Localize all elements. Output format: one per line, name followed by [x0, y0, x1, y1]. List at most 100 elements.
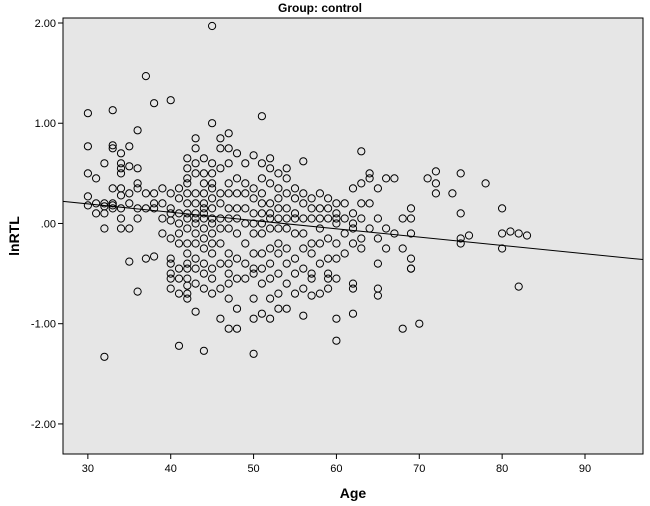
data-point: [274, 184, 283, 193]
data-point: [208, 119, 217, 128]
data-point: [100, 159, 109, 168]
data-point: [232, 324, 242, 333]
data-point: [290, 209, 300, 218]
data-point: [216, 214, 225, 223]
y-tick-label: .00: [41, 218, 56, 230]
data-point: [241, 189, 250, 198]
data-point: [116, 159, 126, 168]
data-point: [406, 264, 416, 273]
data-point: [257, 209, 266, 218]
data-point: [307, 204, 316, 213]
data-point: [241, 259, 250, 268]
data-point: [514, 282, 523, 291]
data-point: [249, 209, 258, 218]
data-point: [348, 284, 358, 293]
data-point: [431, 167, 440, 176]
data-point: [299, 264, 308, 273]
data-point: [315, 259, 324, 268]
data-point: [257, 229, 266, 238]
data-point: [208, 249, 217, 258]
data-point: [266, 154, 275, 163]
data-point: [257, 159, 266, 168]
data-point: [307, 249, 316, 258]
data-point: [208, 204, 217, 213]
data-point: [348, 184, 358, 193]
data-point: [150, 204, 159, 213]
data-point: [199, 169, 208, 178]
y-tick-label: -2.00: [31, 419, 56, 431]
y-axis: 2.00 1.00 .00 -1.00 -2.00: [31, 18, 63, 431]
data-point: [208, 219, 217, 228]
data-point: [166, 189, 175, 198]
data-point: [406, 229, 416, 238]
data-point: [406, 254, 416, 263]
data-point: [224, 294, 233, 303]
data-point: [266, 224, 275, 233]
data-point: [299, 229, 308, 238]
data-point: [249, 229, 258, 238]
data-point: [382, 174, 391, 183]
data-point: [299, 214, 308, 223]
data-point: [249, 269, 258, 278]
data-point: [282, 214, 291, 223]
data-point: [183, 259, 192, 268]
data-point: [315, 189, 324, 198]
data-point: [166, 96, 175, 105]
data-point: [158, 229, 167, 238]
data-point: [332, 314, 341, 323]
data-point: [224, 269, 233, 278]
data-point: [199, 154, 208, 163]
data-point: [373, 234, 382, 243]
data-point: [456, 169, 465, 178]
data-point: [290, 289, 300, 298]
data-point: [232, 204, 242, 213]
data-point: [166, 274, 175, 283]
data-point: [241, 204, 250, 213]
data-point: [83, 142, 93, 151]
data-point: [183, 239, 192, 248]
data-point: [141, 254, 150, 263]
data-point: [174, 194, 184, 203]
data-point: [299, 157, 308, 166]
y-tick-label: -1.00: [31, 319, 56, 331]
data-point: [224, 324, 233, 333]
data-point: [183, 214, 192, 223]
data-point: [216, 224, 225, 233]
data-point: [191, 189, 200, 198]
data-point: [498, 204, 507, 213]
data-point: [307, 239, 316, 248]
data-point: [216, 239, 225, 248]
data-point: [249, 349, 258, 358]
data-point: [208, 274, 217, 283]
data-point: [183, 164, 192, 173]
data-point: [208, 21, 217, 31]
x-tick-label: 70: [413, 463, 425, 475]
data-point: [232, 254, 242, 263]
data-point: [249, 151, 258, 160]
data-point: [208, 179, 217, 188]
data-point: [133, 179, 142, 188]
data-point: [92, 199, 101, 208]
data-point: [208, 159, 217, 168]
data-point: [257, 112, 266, 121]
data-point: [216, 164, 225, 173]
data-point: [249, 184, 258, 193]
data-point: [290, 254, 300, 263]
data-point: [100, 199, 109, 208]
data-point: [224, 259, 233, 268]
data-point: [174, 239, 184, 248]
data-point: [108, 201, 117, 210]
data-point: [249, 314, 258, 323]
data-point: [266, 259, 275, 268]
data-point: [274, 239, 283, 248]
data-point: [348, 219, 358, 228]
data-point: [199, 179, 208, 188]
data-point: [191, 219, 200, 228]
data-point: [224, 279, 233, 288]
data-point: [125, 257, 134, 266]
data-point: [290, 184, 300, 193]
data-point: [191, 239, 200, 248]
data-point: [348, 309, 358, 318]
data-point: [423, 174, 432, 183]
data-point: [199, 209, 208, 218]
